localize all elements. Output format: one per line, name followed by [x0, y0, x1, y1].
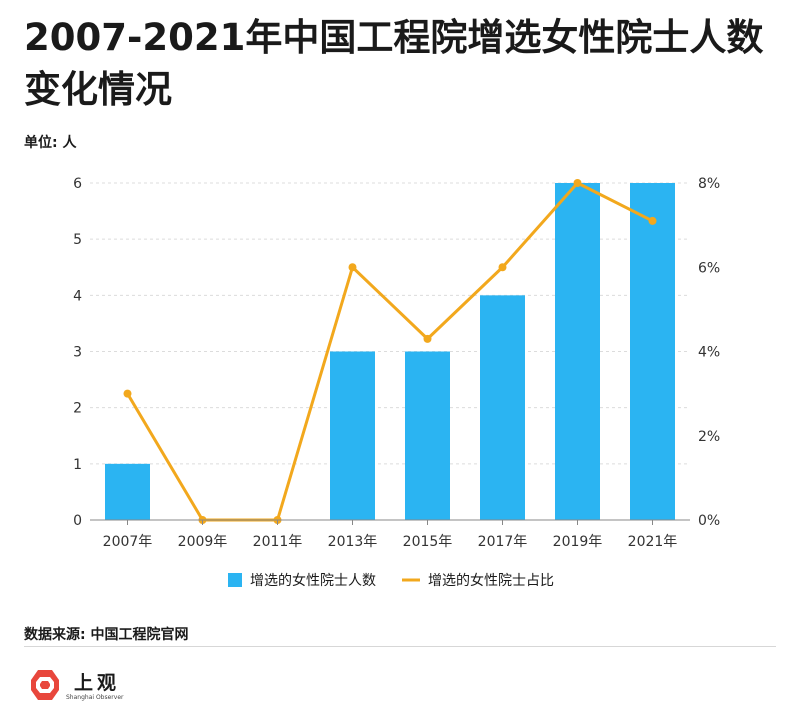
x-tick-label: 2013年 [328, 534, 378, 550]
x-tick-label: 2009年 [178, 534, 228, 550]
bar [555, 183, 600, 520]
unit-label: 单位: 人 [24, 135, 77, 151]
line-point [573, 179, 582, 187]
y-right-tick-label: 2% [698, 429, 720, 445]
bar [480, 295, 525, 520]
line-point [123, 389, 132, 398]
y-left-tick-label: 6 [73, 176, 82, 192]
bar [405, 351, 450, 520]
chart-title: 2007-2021年中国工程院增选女性院士人数变化情况 [24, 16, 764, 111]
axes: 0 1 2 3 4 5 6 0% 2% 4% 6% 8% 2007年 2009年 2011年 2013年 201… [73, 176, 720, 550]
line-point [423, 334, 432, 343]
y-right-tick-label: 8% [698, 176, 720, 192]
line-point [648, 216, 657, 225]
footer-divider [24, 646, 776, 647]
bar [330, 351, 375, 520]
bar [630, 183, 675, 520]
data-source: 数据来源: 中国工程院官网 [24, 627, 189, 643]
y-right-tick-label: 4% [698, 345, 720, 361]
logo-name: 上观 [74, 672, 121, 694]
x-tick-label: 2021年 [628, 534, 678, 550]
legend-bar-swatch [228, 573, 242, 587]
y-left-tick-label: 0 [73, 513, 82, 529]
legend-bar-label: 增选的女性院士人数 [250, 572, 376, 589]
x-tick-label: 2015年 [403, 534, 453, 550]
x-tick-label: 2011年 [253, 534, 303, 550]
legend[interactable]: 增选的女性院士人数 增选的女性院士占比 [228, 572, 554, 589]
logo-subtitle: Shanghai Observer [66, 694, 124, 701]
brand-logo[interactable]: 上观 Shanghai Observer [30, 664, 130, 708]
y-right-tick-label: 0% [698, 513, 720, 529]
line-point [348, 263, 357, 272]
x-tick-label: 2007年 [103, 534, 153, 550]
y-left-tick-label: 2 [73, 401, 82, 417]
y-right-tick-label: 6% [698, 260, 720, 276]
x-tick-label: 2017年 [478, 534, 528, 550]
bar [105, 463, 150, 520]
y-left-tick-label: 5 [73, 232, 82, 248]
y-left-tick-label: 3 [73, 345, 82, 361]
combo-chart: 0 1 2 3 4 5 6 0% 2% 4% 6% 8% 2007年 2009年 2011年 2013年 201… [73, 176, 720, 589]
line-point [498, 263, 507, 272]
x-tick-label: 2019年 [553, 534, 603, 550]
y-left-tick-label: 1 [73, 457, 82, 473]
bar-series [105, 183, 675, 520]
logo-emblem-icon [31, 670, 59, 700]
legend-line-label: 增选的女性院士占比 [428, 572, 554, 589]
y-left-tick-label: 4 [73, 288, 82, 304]
